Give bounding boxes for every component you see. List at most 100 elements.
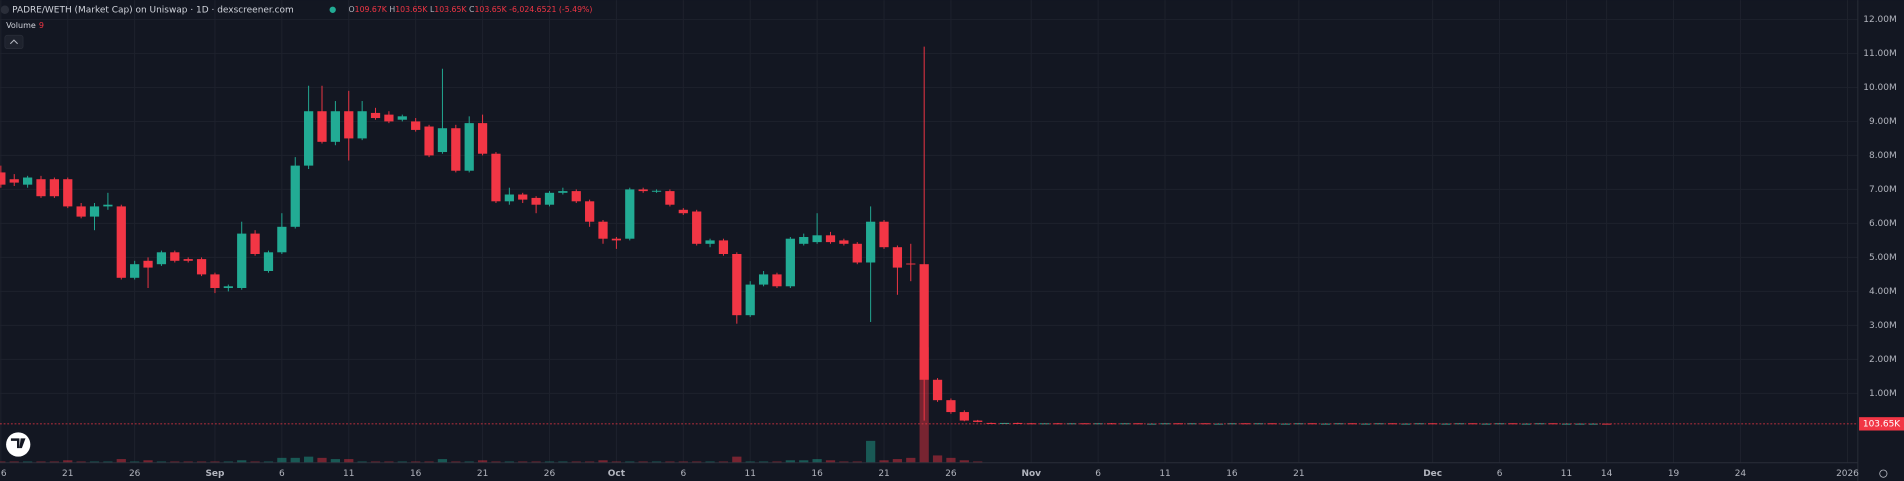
candle-body [531, 197, 541, 205]
candle-body [1454, 423, 1465, 425]
candle-body [237, 233, 247, 288]
candle-body [223, 286, 233, 288]
candle-body [1280, 423, 1291, 425]
candle-body [919, 264, 929, 380]
y-tick-label: 7.00M [1869, 185, 1897, 195]
candle-body [1013, 422, 1023, 424]
volume-bar [223, 461, 233, 463]
settings-icon[interactable] [1879, 469, 1888, 478]
y-tick-label: 6.00M [1869, 219, 1897, 229]
x-tick-label: 16 [410, 469, 422, 479]
ohlc-value: 103.65K [395, 5, 428, 14]
y-tick-label: 11.00M [1863, 49, 1896, 59]
symbol-icon [0, 5, 10, 15]
candle-body [411, 121, 421, 130]
candle-body [451, 128, 461, 171]
x-tick-label: 11 [343, 469, 354, 479]
candle-body [1200, 423, 1210, 425]
y-tick-label: 12.00M [1863, 15, 1896, 25]
candle-layer [0, 46, 1612, 425]
candle-body [518, 194, 528, 200]
x-tick-label: 26 [544, 469, 556, 479]
candle-body [1254, 423, 1264, 425]
volume-bar [210, 461, 220, 463]
candle-body [986, 422, 996, 424]
volume-bar [344, 459, 354, 463]
candle-body [705, 240, 715, 244]
x-tick-label: 11 [744, 469, 755, 479]
candle-body [718, 240, 729, 254]
collapse-button[interactable] [4, 34, 24, 50]
candle-body [156, 252, 167, 265]
last-price-label: 103.65K [1863, 419, 1901, 429]
volume-bar [451, 461, 461, 463]
candle-body [477, 123, 488, 154]
ohlc-key: O [349, 5, 355, 14]
candle-body [558, 191, 568, 193]
y-tick-label: 5.00M [1869, 253, 1897, 263]
candle-body [785, 238, 795, 287]
candle-body [585, 201, 595, 222]
x-tick-label: 16 [0, 469, 7, 479]
volume-bar [625, 461, 635, 463]
volume-bar [571, 461, 581, 463]
candle-body [290, 165, 300, 227]
candle-body [1575, 423, 1585, 425]
volume-bar [839, 461, 849, 463]
candle-body [63, 179, 73, 207]
x-tick-label: 16 [811, 469, 823, 479]
candle-body [1039, 423, 1050, 425]
ohlc-key: H [389, 5, 395, 14]
candle-body [665, 191, 675, 205]
candle-body [678, 209, 688, 214]
candle-body [210, 274, 220, 288]
y-tick-label: 2.00M [1869, 355, 1897, 365]
volume-bar [9, 461, 19, 463]
candle-body [89, 206, 100, 217]
volume-bar [290, 457, 300, 463]
candle-body [973, 420, 983, 422]
x-tick-label: 21 [62, 469, 73, 479]
candle-body [424, 126, 434, 156]
candle-body [1494, 423, 1505, 425]
volume-bar [36, 461, 46, 463]
volume-bar [63, 460, 73, 463]
candle-body [946, 400, 956, 413]
candle-body [745, 284, 755, 316]
volume-bar [665, 461, 675, 463]
volume-bar [946, 457, 956, 463]
volume-bar [959, 460, 969, 463]
volume-bar [745, 461, 755, 463]
x-tick-label: 14 [1601, 469, 1613, 479]
volume-bar [130, 461, 140, 463]
candle-body [611, 238, 622, 241]
volume-bar [718, 461, 729, 463]
x-tick-label: 6 [1095, 469, 1101, 479]
volume-bar [89, 461, 100, 463]
candle-body [9, 179, 19, 183]
candle-body [183, 259, 193, 261]
candle-body [598, 221, 608, 239]
axis-layer: 1.00M 2.00M 3.00M 4.00M 5.00M 6.00M 7.00M 8.00M… [0, 15, 1904, 479]
x-tick-label: Dec [1423, 469, 1442, 479]
candle-body [277, 226, 287, 253]
candle-body [692, 211, 702, 244]
candle-body [397, 116, 407, 120]
volume-bar [330, 459, 340, 463]
candle-body [370, 112, 381, 119]
status-dot [329, 6, 336, 13]
volume-bar [196, 461, 207, 463]
candle-body [625, 189, 635, 239]
volume-bar [866, 440, 876, 463]
x-tick-label: 2026 [1836, 469, 1859, 479]
candle-body [866, 221, 876, 263]
candle-body [437, 128, 448, 153]
volume-bar [156, 461, 167, 463]
candle-body [263, 252, 274, 271]
volume-bar [237, 460, 247, 463]
x-tick-label: Nov [1021, 469, 1041, 479]
volume-bar [732, 456, 742, 463]
candle-body [932, 379, 943, 401]
volume-bar [370, 461, 381, 463]
